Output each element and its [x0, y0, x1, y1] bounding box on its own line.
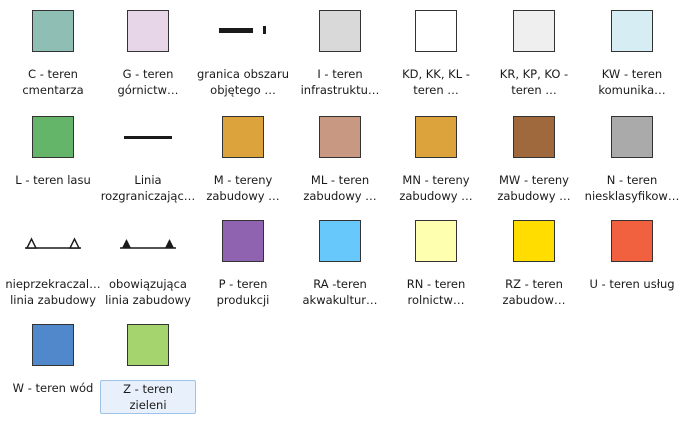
swatch-icon — [388, 6, 484, 56]
legend-item[interactable]: MW - tereny zabudowy … — [486, 112, 582, 212]
color-swatch — [513, 116, 555, 158]
color-swatch — [513, 220, 555, 262]
swatch-icon — [292, 6, 388, 56]
legend-label: MW - tereny zabudowy … — [497, 173, 571, 203]
swatch-icon — [388, 216, 484, 266]
color-swatch — [415, 220, 457, 262]
legend-label: Linia rozgraniczając… — [100, 173, 196, 203]
swatch-icon — [5, 320, 101, 370]
swatch-icon — [292, 216, 388, 266]
legend-label: RA -teren akwakultur… — [302, 277, 378, 307]
legend-item[interactable]: P - teren produkcji — [195, 216, 291, 316]
color-swatch — [415, 10, 457, 52]
swatch-icon — [292, 112, 388, 162]
color-swatch — [127, 324, 169, 366]
legend-label: Z - teren zieleni — [100, 380, 196, 414]
legend-label: W - teren wód — [12, 381, 94, 395]
color-swatch — [513, 10, 555, 52]
legend-label: ML - teren zabudowy … — [303, 173, 377, 203]
legend-item[interactable]: Z - teren zieleni — [100, 320, 196, 420]
legend-item[interactable]: RZ - teren zabudow… — [486, 216, 582, 316]
color-swatch — [319, 220, 361, 262]
color-swatch — [611, 10, 653, 52]
legend-label: KW - teren komunika… — [598, 67, 666, 97]
legend-label: P - teren produkcji — [216, 277, 270, 307]
legend-item[interactable]: N - teren niesklasyfikow… — [584, 112, 680, 212]
swatch-icon — [195, 112, 291, 162]
color-swatch — [222, 116, 264, 158]
legend-label: RN - teren rolnictw… — [406, 277, 466, 307]
legend-item[interactable]: G - teren górnictw… — [100, 6, 196, 106]
legend-item[interactable]: RA -teren akwakultur… — [292, 216, 388, 316]
legend-item[interactable]: Linia rozgraniczając… — [100, 112, 196, 212]
legend-item[interactable]: granica obszaru objętego … — [195, 6, 291, 106]
legend-item[interactable]: RN - teren rolnictw… — [388, 216, 484, 316]
legend-item[interactable]: nieprzekraczal… linia zabudowy — [5, 216, 101, 316]
swatch-icon — [584, 6, 680, 56]
color-swatch — [127, 10, 169, 52]
swatch-icon — [100, 320, 196, 370]
legend-label: N - teren niesklasyfikow… — [584, 173, 680, 203]
legend-item[interactable]: KW - teren komunika… — [584, 6, 680, 106]
legend-label: KR, KP, KO - teren … — [499, 67, 569, 97]
swatch-icon — [486, 6, 582, 56]
swatch-icon — [486, 112, 582, 162]
color-swatch — [32, 324, 74, 366]
legend-item[interactable]: obowiązująca linia zabudowy — [100, 216, 196, 316]
swatch-icon — [100, 6, 196, 56]
legend-label: G - teren górnictw… — [117, 67, 179, 97]
legend-item[interactable]: L - teren lasu — [5, 112, 101, 212]
color-swatch — [32, 116, 74, 158]
legend-item[interactable]: MN - tereny zabudowy … — [388, 112, 484, 212]
color-swatch — [319, 10, 361, 52]
legend-label: L - teren lasu — [15, 173, 91, 187]
legend-item[interactable]: ML - teren zabudowy … — [292, 112, 388, 212]
color-swatch — [222, 220, 264, 262]
legend-label: RZ - teren zabudow… — [502, 277, 566, 307]
legend-item[interactable]: M - tereny zabudowy … — [195, 112, 291, 212]
legend-item[interactable]: KD, KK, KL - teren … — [388, 6, 484, 106]
swatch-icon — [388, 112, 484, 162]
color-swatch — [611, 220, 653, 262]
swatch-icon — [5, 112, 101, 162]
color-swatch — [32, 10, 74, 52]
swatch-icon — [584, 112, 680, 162]
legend-label: granica obszaru objętego … — [196, 67, 289, 97]
legend-item[interactable]: U - teren usług — [584, 216, 680, 316]
color-swatch — [319, 116, 361, 158]
filled-triangle-line-icon — [100, 216, 196, 266]
legend-label: M - tereny zabudowy … — [206, 173, 280, 203]
legend-label: KD, KK, KL - teren … — [402, 67, 470, 97]
solid-line-icon — [100, 112, 196, 162]
legend-item[interactable]: I - teren infrastruktu… — [292, 6, 388, 106]
legend-item[interactable]: KR, KP, KO - teren … — [486, 6, 582, 106]
swatch-icon — [5, 6, 101, 56]
legend-item[interactable]: C - teren cmentarza — [5, 6, 101, 106]
legend-label: U - teren usług — [589, 277, 675, 291]
legend-label: C - teren cmentarza — [22, 67, 84, 97]
color-swatch — [415, 116, 457, 158]
dashed-line-icon — [195, 6, 291, 56]
color-swatch — [611, 116, 653, 158]
open-triangle-line-icon — [5, 216, 101, 266]
legend-label: I - teren infrastruktu… — [300, 67, 380, 97]
legend-label: nieprzekraczal… linia zabudowy — [5, 277, 101, 307]
legend-label: MN - tereny zabudowy … — [399, 173, 473, 203]
swatch-icon — [195, 216, 291, 266]
legend-item[interactable]: W - teren wód — [5, 320, 101, 420]
legend-label: obowiązująca linia zabudowy — [105, 277, 191, 307]
swatch-icon — [486, 216, 582, 266]
swatch-icon — [584, 216, 680, 266]
